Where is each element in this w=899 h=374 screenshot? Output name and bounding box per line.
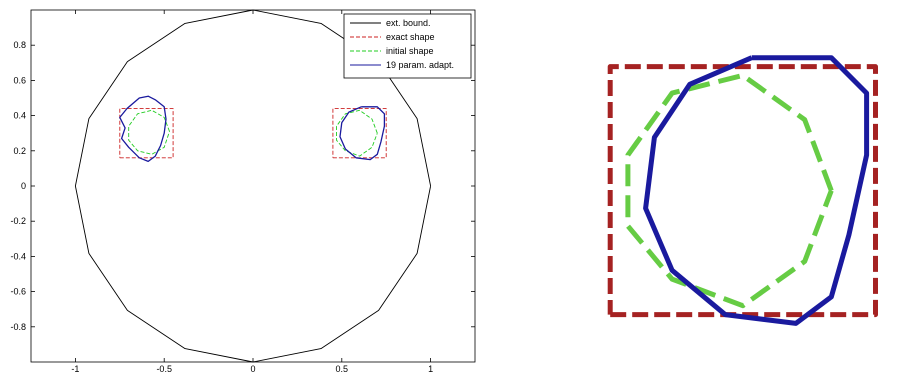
zoom-plot — [607, 55, 878, 326]
y-tick-label: 0.6 — [13, 75, 26, 85]
y-tick-label: 0.4 — [13, 111, 26, 121]
series-exact-shape-line — [332, 108, 387, 159]
series-group — [74, 9, 432, 363]
y-tick-label: -0.8 — [10, 322, 26, 332]
legend: ext. bound. exact shape initial shape 19 pa… — [343, 13, 472, 79]
zoom-series-group — [607, 55, 878, 326]
series-exact-shape-line — [119, 108, 174, 159]
series-initial-shape-line — [128, 109, 170, 155]
series-19-param-adapt-line — [339, 106, 386, 161]
tick-group: -1 -0.5 0 0.5 1 -0.8 -0.6 -0.4 -0.2 0 0.2 0.4 0.6 0.8 — [10, 10, 475, 374]
legend-entry-label: 19 param. adapt. — [386, 60, 454, 70]
legend-entry-label: initial shape — [386, 46, 434, 56]
legend-entry-label: ext. bound. — [386, 18, 431, 28]
zoom-adapted-shape-line — [643, 55, 870, 326]
series-19-param-adapt-line — [119, 95, 167, 163]
y-tick-label: 0.8 — [13, 40, 26, 50]
x-tick-label: 0 — [250, 364, 255, 374]
y-tick-label: 0.2 — [13, 146, 26, 156]
zoom-exact-shape-line — [607, 64, 878, 318]
series-initial-shape-line — [336, 109, 378, 157]
y-tick-label: -0.4 — [10, 251, 26, 261]
y-tick-label: -0.2 — [10, 216, 26, 226]
zoom-initial-shape-line — [625, 72, 834, 309]
legend-box — [343, 13, 472, 79]
y-tick-label: -0.6 — [10, 287, 26, 297]
series-ext-bound-line — [74, 9, 432, 363]
x-tick-label: 0.5 — [336, 364, 349, 374]
x-tick-label: -1 — [71, 364, 79, 374]
main-plot: -1 -0.5 0 0.5 1 -0.8 -0.6 -0.4 -0.2 0 0.2 0.4 0.6 0.8… — [10, 9, 476, 374]
x-tick-label: -0.5 — [156, 364, 172, 374]
y-tick-label: 0 — [21, 181, 26, 191]
legend-entry-label: exact shape — [386, 32, 435, 42]
x-tick-label: 1 — [428, 364, 433, 374]
